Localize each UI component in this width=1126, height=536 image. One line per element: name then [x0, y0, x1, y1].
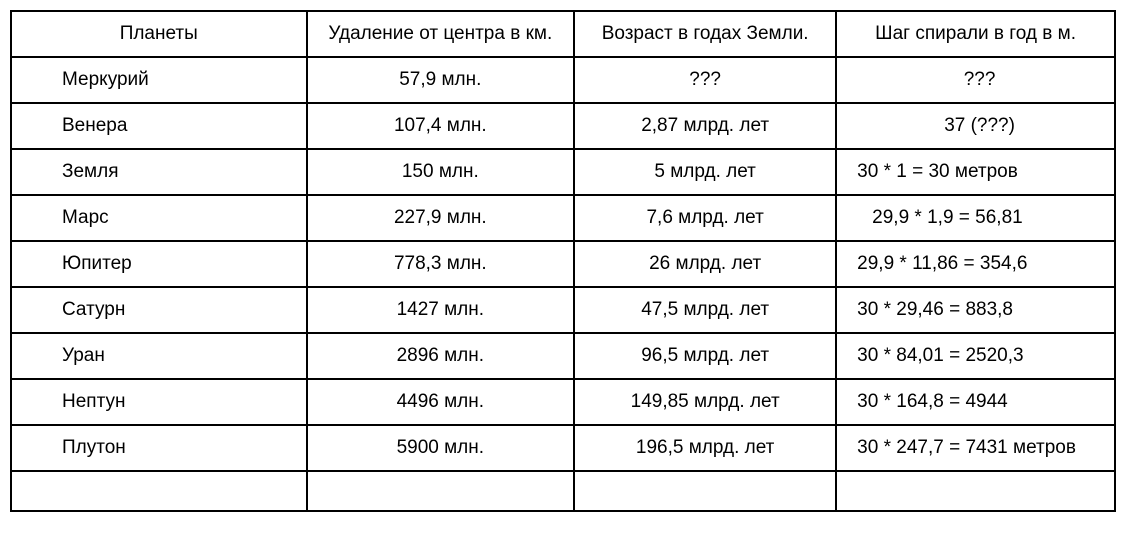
table-row: Плутон 5900 млн. 196,5 млрд. лет 30 * 24…: [11, 425, 1115, 471]
cell-spiral: 29,9 * 1,9 = 56,81: [836, 195, 1115, 241]
cell-age: 96,5 млрд. лет: [574, 333, 836, 379]
header-planet: Планеты: [11, 11, 307, 57]
cell-empty: [836, 471, 1115, 511]
cell-spiral: 30 * 247,7 = 7431 метров: [836, 425, 1115, 471]
cell-age: ???: [574, 57, 836, 103]
cell-planet: Юпитер: [11, 241, 307, 287]
table-row: Юпитер 778,3 млн. 26 млрд. лет 29,9 * 11…: [11, 241, 1115, 287]
cell-distance: 2896 млн.: [307, 333, 575, 379]
table-row: Венера 107,4 млн. 2,87 млрд. лет 37 (???…: [11, 103, 1115, 149]
cell-age: 26 млрд. лет: [574, 241, 836, 287]
cell-empty: [11, 471, 307, 511]
table-row: Нептун 4496 млн. 149,85 млрд. лет 30 * 1…: [11, 379, 1115, 425]
cell-planet: Плутон: [11, 425, 307, 471]
cell-age: 47,5 млрд. лет: [574, 287, 836, 333]
cell-distance: 4496 млн.: [307, 379, 575, 425]
cell-spiral: 30 * 1 = 30 метров: [836, 149, 1115, 195]
cell-distance: 107,4 млн.: [307, 103, 575, 149]
table-row: Меркурий 57,9 млн. ??? ???: [11, 57, 1115, 103]
table-row: Земля 150 млн. 5 млрд. лет 30 * 1 = 30 м…: [11, 149, 1115, 195]
cell-planet: Земля: [11, 149, 307, 195]
table-row: Уран 2896 млн. 96,5 млрд. лет 30 * 84,01…: [11, 333, 1115, 379]
table-row: Сатурн 1427 млн. 47,5 млрд. лет 30 * 29,…: [11, 287, 1115, 333]
cell-distance: 57,9 млн.: [307, 57, 575, 103]
cell-age: 149,85 млрд. лет: [574, 379, 836, 425]
cell-age: 7,6 млрд. лет: [574, 195, 836, 241]
cell-planet: Сатурн: [11, 287, 307, 333]
cell-spiral: 30 * 164,8 = 4944: [836, 379, 1115, 425]
cell-age: 2,87 млрд. лет: [574, 103, 836, 149]
header-age: Возраст в годах Земли.: [574, 11, 836, 57]
cell-distance: 227,9 млн.: [307, 195, 575, 241]
cell-planet: Меркурий: [11, 57, 307, 103]
table-row-empty: [11, 471, 1115, 511]
cell-spiral: 30 * 29,46 = 883,8: [836, 287, 1115, 333]
cell-planet: Нептун: [11, 379, 307, 425]
cell-empty: [574, 471, 836, 511]
table-header-row: Планеты Удаление от центра в км. Возраст…: [11, 11, 1115, 57]
cell-spiral: ???: [836, 57, 1115, 103]
cell-distance: 150 млн.: [307, 149, 575, 195]
cell-spiral: 29,9 * 11,86 = 354,6: [836, 241, 1115, 287]
header-distance: Удаление от центра в км.: [307, 11, 575, 57]
cell-planet: Уран: [11, 333, 307, 379]
cell-distance: 5900 млн.: [307, 425, 575, 471]
cell-age: 5 млрд. лет: [574, 149, 836, 195]
cell-empty: [307, 471, 575, 511]
planets-table: Планеты Удаление от центра в км. Возраст…: [10, 10, 1116, 512]
cell-distance: 778,3 млн.: [307, 241, 575, 287]
cell-planet: Венера: [11, 103, 307, 149]
header-spiral: Шаг спирали в год в м.: [836, 11, 1115, 57]
cell-spiral: 37 (???): [836, 103, 1115, 149]
table-row: Марс 227,9 млн. 7,6 млрд. лет 29,9 * 1,9…: [11, 195, 1115, 241]
cell-planet: Марс: [11, 195, 307, 241]
cell-spiral: 30 * 84,01 = 2520,3: [836, 333, 1115, 379]
cell-distance: 1427 млн.: [307, 287, 575, 333]
cell-age: 196,5 млрд. лет: [574, 425, 836, 471]
